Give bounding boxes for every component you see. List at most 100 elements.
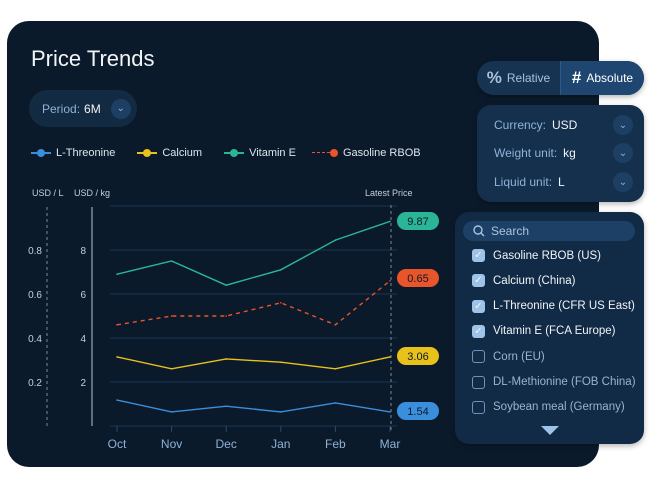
x-axis-label: Nov: [161, 437, 182, 451]
commodity-item[interactable]: DL-Methionine (FOB China): [472, 375, 636, 389]
commodity-list: Search ✓ Gasoline RBOB (US) ✓ Calcium (Chin…: [455, 212, 644, 444]
checkbox[interactable]: [472, 350, 485, 364]
commodity-item[interactable]: Soybean meal (Germany): [472, 400, 625, 414]
series-line-gasoline-rbob: [116, 280, 391, 326]
commodity-item[interactable]: Corn (EU): [472, 350, 545, 364]
legend-item[interactable]: Gasoline RBOB: [311, 147, 421, 159]
checkbox[interactable]: ✓: [472, 274, 485, 288]
data-point: [334, 368, 337, 370]
commodity-label: Calcium (China): [493, 274, 576, 287]
data-point: [334, 402, 337, 404]
commodity-item[interactable]: ✓ Vitamin E (FCA Europe): [472, 324, 616, 338]
weight-unit-label: Weight unit:: [494, 146, 558, 160]
latest-price-value: 9.87: [407, 216, 428, 228]
data-point: [116, 399, 118, 401]
relative-label: Relative: [506, 71, 551, 85]
left-axis-tick: 0.8: [28, 246, 42, 257]
absolute-toggle-button[interactable]: # Absolute: [560, 61, 644, 95]
right-axis-tick: 4: [80, 334, 86, 345]
mode-toggle[interactable]: % Relative # Absolute: [477, 61, 644, 95]
period-dropdown[interactable]: Period: 6M ⌄: [29, 90, 137, 127]
scroll-down-arrow-icon[interactable]: [541, 426, 559, 435]
x-axis-label: Jan: [271, 437, 290, 451]
latest-price-value: 3.06: [407, 351, 428, 363]
checkbox[interactable]: [472, 375, 485, 389]
checkbox[interactable]: [472, 400, 485, 414]
commodity-label: L-Threonine (CFR US East): [493, 300, 635, 313]
left-axis-tick: 0.6: [28, 290, 42, 301]
liquid-unit-select[interactable]: Liquid unit: L ⌄: [494, 172, 633, 192]
data-point: [280, 411, 282, 413]
legend-item[interactable]: L-Threonine: [31, 147, 115, 159]
legend-item[interactable]: Calcium: [137, 147, 202, 159]
commodity-item[interactable]: ✓ L-Threonine (CFR US East): [472, 299, 635, 313]
series-line-vitamin-e: [116, 220, 391, 286]
checkbox[interactable]: ✓: [472, 299, 485, 313]
commodity-label: Corn (EU): [493, 350, 545, 363]
left-axis-tick: 0.4: [28, 334, 42, 345]
data-point: [225, 315, 227, 317]
legend-label: L-Threonine: [56, 147, 116, 159]
search-placeholder: Search: [491, 224, 530, 238]
latest-price-value: 0.65: [407, 273, 428, 285]
x-axis-label: Feb: [325, 437, 346, 451]
legend-label: Gasoline RBOB: [342, 147, 421, 159]
relative-toggle-button[interactable]: % Relative: [477, 61, 560, 95]
legend-swatch-icon: [224, 148, 245, 158]
latest-price-label: Latest Price: [365, 188, 413, 198]
weight-unit-select[interactable]: Weight unit: kg ⌄: [494, 143, 633, 163]
data-point: [116, 356, 118, 358]
right-axis-label: USD / kg: [74, 188, 111, 198]
currency-value: USD: [552, 118, 578, 132]
data-point: [334, 324, 337, 326]
data-point: [389, 356, 391, 358]
data-point: [170, 368, 173, 370]
checkbox[interactable]: ✓: [472, 324, 485, 338]
legend-swatch-icon: [137, 148, 158, 158]
commodity-item[interactable]: ✓ Calcium (China): [472, 274, 576, 288]
chevron-down-icon[interactable]: ⌄: [613, 115, 633, 135]
commodity-label: Vitamin E (FCA Europe): [493, 325, 616, 338]
x-axis-label: Oct: [108, 437, 127, 451]
data-point: [280, 302, 282, 304]
checkbox[interactable]: ✓: [472, 249, 485, 262]
search-icon: [473, 225, 485, 237]
data-point: [389, 280, 391, 282]
right-axis-tick: 2: [80, 378, 86, 389]
chevron-down-icon[interactable]: ⌄: [613, 143, 633, 163]
data-point: [170, 260, 173, 262]
data-point: [170, 411, 173, 413]
legend-swatch-icon: [311, 148, 338, 158]
latest-price-badge: [397, 212, 439, 230]
search-input[interactable]: Search: [463, 221, 635, 241]
legend-label: Vitamin E: [249, 147, 296, 159]
legend-swatch-icon: [31, 148, 51, 158]
period-value: 6M: [84, 101, 101, 116]
chevron-down-icon: ⌄: [110, 98, 131, 119]
hash-icon: #: [571, 68, 582, 87]
legend-item[interactable]: Vitamin E: [224, 147, 296, 159]
data-point: [116, 273, 118, 276]
data-point: [280, 269, 282, 271]
data-point: [334, 239, 337, 241]
latest-price-value: 1.54: [407, 406, 428, 418]
commodity-label: Gasoline RBOB (US): [493, 249, 602, 262]
liquid-unit-value: L: [558, 175, 565, 189]
chevron-down-icon[interactable]: ⌄: [613, 172, 633, 192]
data-point: [389, 220, 391, 223]
currency-select[interactable]: Currency: USD ⌄: [494, 115, 633, 135]
data-point: [116, 324, 118, 326]
left-axis-label: USD / L: [32, 188, 64, 198]
series-line-calcium: [116, 356, 391, 370]
right-axis-tick: 6: [80, 290, 86, 301]
currency-label: Currency:: [494, 118, 547, 132]
data-point: [280, 361, 282, 364]
x-axis-label: Dec: [216, 437, 237, 451]
data-point: [225, 284, 227, 287]
latest-price-badge: [397, 269, 439, 287]
latest-price-badge: [397, 402, 439, 420]
chart-legend: L-Threonine Calcium Vitamin E Gasoline RBOB: [31, 147, 421, 159]
commodity-item[interactable]: ✓ Gasoline RBOB (US): [472, 249, 601, 262]
series-line-l-threonine: [116, 399, 391, 413]
